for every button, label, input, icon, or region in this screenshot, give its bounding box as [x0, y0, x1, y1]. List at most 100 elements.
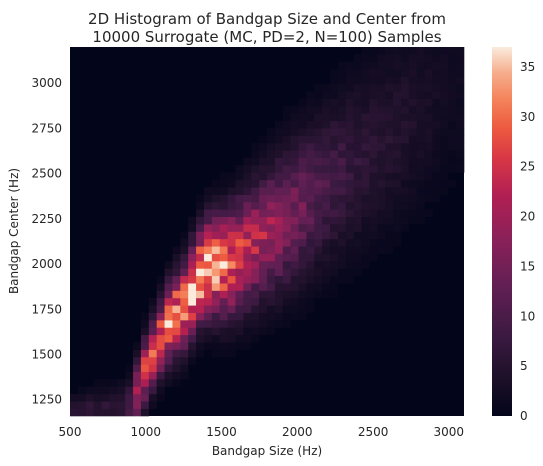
- heatmap-cell: [393, 179, 402, 188]
- heatmap-cell: [353, 120, 362, 129]
- heatmap-cell: [353, 246, 362, 254]
- heatmap-cell: [408, 120, 418, 129]
- heatmap-cell: [298, 135, 307, 144]
- heatmap-cell: [306, 179, 315, 188]
- heatmap-cell: [156, 364, 165, 373]
- heatmap-cell: [235, 172, 244, 181]
- heatmap-cell: [290, 253, 299, 262]
- heatmap-cell: [322, 290, 331, 299]
- heatmap-cell: [298, 194, 307, 203]
- heatmap-cell: [282, 305, 291, 313]
- heatmap-cell: [211, 179, 221, 188]
- heatmap-cell: [345, 76, 354, 85]
- heatmap-cell: [337, 261, 347, 269]
- heatmap-cell: [440, 69, 449, 77]
- heatmap-cell: [267, 209, 276, 218]
- heatmap-cell: [93, 401, 102, 409]
- heatmap-cell: [93, 386, 102, 395]
- heatmap-cell: [203, 231, 213, 240]
- heatmap-cell: [314, 172, 323, 181]
- heatmap-cell: [298, 261, 307, 269]
- heatmap-cell: [164, 275, 173, 284]
- heatmap-cell: [133, 364, 142, 373]
- heatmap-cell: [133, 356, 142, 365]
- heatmap-cell: [456, 76, 465, 85]
- heatmap-cell: [267, 305, 276, 313]
- heatmap-cell: [274, 320, 284, 328]
- heatmap-cell: [274, 209, 284, 218]
- heatmap-cell: [408, 150, 418, 158]
- heatmap-cell: [408, 194, 418, 203]
- heatmap-cell: [424, 150, 433, 158]
- heatmap-cell: [125, 364, 134, 373]
- heatmap-cell: [243, 275, 252, 284]
- heatmap-cell: [133, 379, 142, 387]
- heatmap-cell: [274, 290, 284, 299]
- heatmap-cell: [227, 238, 236, 247]
- heatmap-cell: [251, 327, 260, 336]
- heatmap-cell: [164, 371, 173, 380]
- heatmap-cell: [448, 142, 457, 151]
- heatmap-cell: [322, 253, 331, 262]
- heatmap-cell: [117, 408, 126, 417]
- heatmap-cell: [322, 172, 331, 181]
- heatmap-cell: [314, 135, 323, 144]
- heatmap-cell: [337, 231, 347, 240]
- heatmap-cell: [282, 231, 291, 240]
- heatmap-cell: [243, 165, 252, 173]
- heatmap-cell: [400, 106, 410, 114]
- heatmap-cell: [290, 290, 299, 299]
- heatmap-cell: [385, 98, 394, 107]
- heatmap-cell: [337, 179, 347, 188]
- heatmap-cell: [251, 172, 260, 181]
- heatmap-cell: [219, 342, 228, 350]
- colorbar-tick-label: 0: [520, 409, 528, 423]
- heatmap-cell: [180, 342, 189, 350]
- heatmap-cell: [456, 83, 465, 92]
- heatmap-cell: [235, 327, 244, 336]
- heatmap-cell: [188, 290, 197, 299]
- heatmap-cell: [424, 69, 433, 77]
- heatmap-cell: [282, 238, 291, 247]
- heatmap-cell: [227, 216, 236, 225]
- heatmap-cell: [298, 297, 307, 306]
- heatmap-cell: [306, 157, 315, 166]
- x-tick-label: 1500: [206, 425, 237, 439]
- heatmap-cell: [385, 238, 394, 247]
- x-tick-label: 500: [59, 425, 82, 439]
- heatmap-cell: [211, 268, 221, 277]
- heatmap-cell: [290, 297, 299, 306]
- heatmap-cell: [282, 113, 291, 122]
- heatmap-cell: [196, 327, 205, 336]
- heatmap-cell: [282, 290, 291, 299]
- heatmap-cell: [180, 356, 189, 365]
- heatmap-cell: [440, 150, 449, 158]
- heatmap-cell: [456, 106, 465, 114]
- heatmap-cell: [140, 334, 150, 343]
- heatmap-cell: [282, 172, 291, 181]
- heatmap-cell: [440, 106, 449, 114]
- heatmap-cell: [196, 283, 205, 291]
- heatmap-cell: [385, 47, 394, 55]
- heatmap-cell: [448, 54, 457, 63]
- heatmap-cell: [424, 165, 433, 173]
- heatmap-cell: [188, 312, 197, 321]
- heatmap-cell: [322, 83, 331, 92]
- heatmap-cell: [306, 290, 315, 299]
- heatmap-cell: [337, 128, 347, 136]
- heatmap-cell: [211, 224, 221, 232]
- heatmap-cell: [274, 224, 284, 232]
- heatmap-cell: [156, 327, 165, 336]
- heatmap-cell: [361, 238, 370, 247]
- heatmap-cell: [188, 231, 197, 240]
- heatmap-cell: [298, 120, 307, 129]
- heatmap-cell: [353, 179, 362, 188]
- heatmap-cell: [282, 128, 291, 136]
- heatmap-cell: [416, 187, 425, 195]
- heatmap-cell: [377, 76, 386, 85]
- heatmap-cell: [322, 261, 331, 269]
- heatmap-cell: [345, 120, 354, 129]
- heatmap-cell: [243, 194, 252, 203]
- heatmap-cell: [330, 157, 339, 166]
- heatmap-cell: [369, 209, 378, 218]
